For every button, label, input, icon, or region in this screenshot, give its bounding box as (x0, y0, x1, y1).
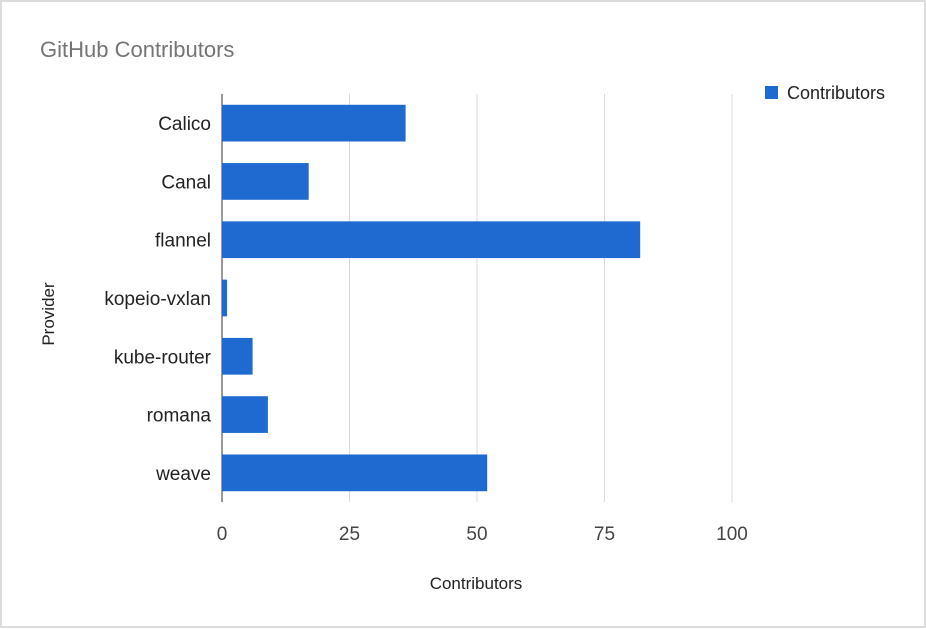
x-tick-label: 75 (594, 524, 615, 545)
bars (222, 104, 641, 492)
category-label: Canal (161, 172, 211, 193)
bar-Canal (222, 163, 309, 200)
category-label: Calico (158, 114, 211, 135)
category-label: kube-router (114, 347, 212, 368)
category-label: romana (147, 406, 212, 427)
bar-weave (222, 454, 488, 492)
legend-swatch (765, 86, 778, 99)
legend-label: Contributors (787, 83, 885, 103)
x-tick-label: 50 (466, 524, 487, 545)
category-label: flannel (155, 231, 211, 252)
x-tick-labels: 0 25 50 75 100 (217, 524, 748, 545)
legend: Contributors (765, 83, 885, 103)
x-tick-label: 100 (716, 524, 748, 545)
x-axis-title: Contributors (430, 574, 523, 593)
bar-romana (222, 396, 268, 433)
bar-kube-router (222, 337, 253, 375)
bar-flannel (222, 221, 641, 259)
y-axis-title: Provider (39, 282, 58, 346)
bar-kopeio-vxlan (222, 279, 228, 317)
category-label: weave (155, 464, 211, 485)
x-tick-label: 25 (339, 524, 360, 545)
bar-Calico (222, 104, 406, 142)
x-tick-label: 0 (217, 524, 228, 545)
category-label: kopeio-vxlan (104, 289, 211, 310)
gridlines (221, 94, 733, 502)
chart-title: GitHub Contributors (40, 37, 234, 62)
category-labels: Calico Canal flannel kopeio-vxlan kube-route… (104, 114, 211, 485)
